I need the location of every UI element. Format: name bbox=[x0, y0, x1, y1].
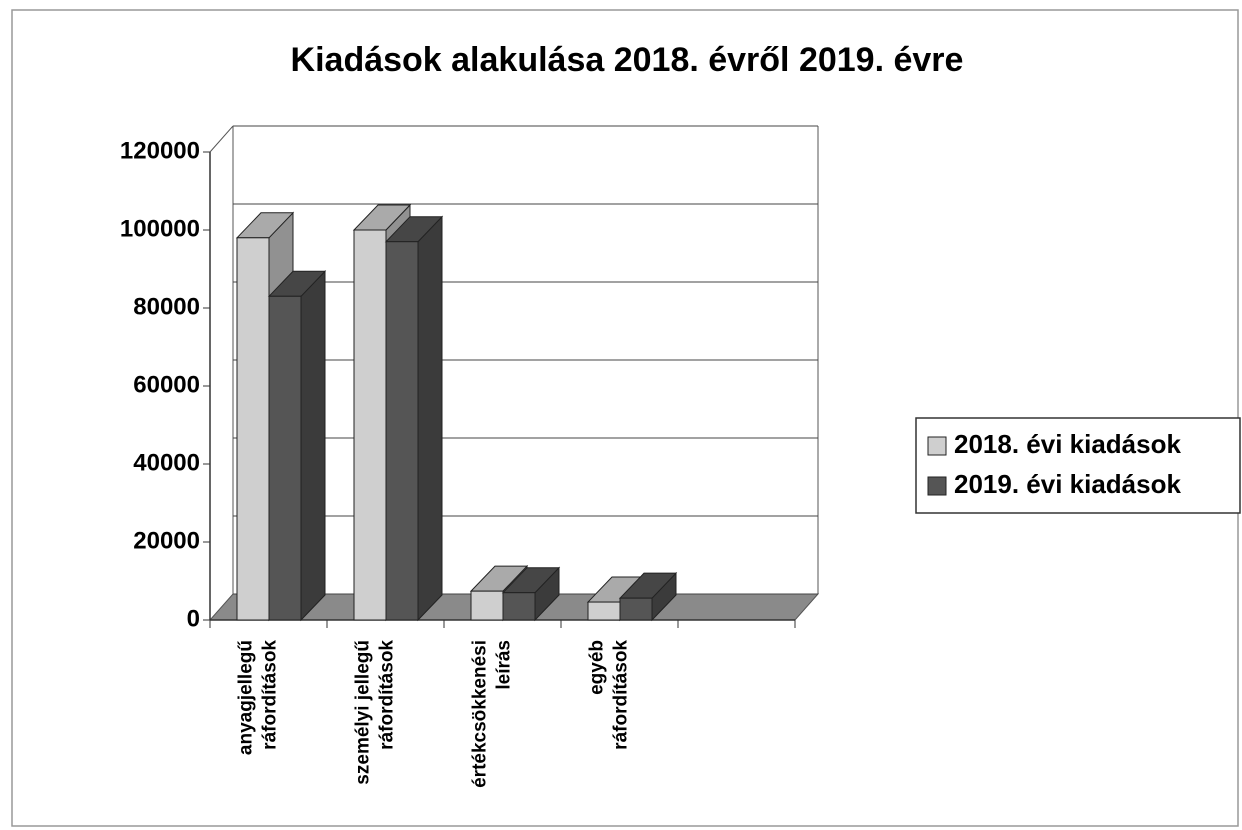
bar-front bbox=[236, 237, 270, 621]
bar-front bbox=[502, 592, 536, 621]
y-tick-label: 60000 bbox=[133, 371, 200, 398]
chart-title: Kiadások alakulása 2018. évről 2019. évr… bbox=[291, 41, 964, 79]
x-tick-label: egyéb ráfordítások bbox=[587, 640, 632, 750]
bar bbox=[618, 571, 678, 622]
y-tick-label: 80000 bbox=[133, 293, 200, 320]
x-tick-label: értékcsökkenési leírás bbox=[470, 640, 515, 788]
x-tick-label-line: anyagjellegű bbox=[236, 640, 257, 755]
legend-box bbox=[915, 417, 1241, 514]
bar-front bbox=[385, 241, 419, 621]
bar bbox=[267, 270, 327, 622]
bar-front bbox=[587, 601, 621, 621]
bar-front bbox=[268, 295, 302, 621]
y-tick-label: 100000 bbox=[120, 215, 200, 242]
legend-label: 2018. évi kiadások bbox=[954, 429, 1181, 459]
x-tick-label: személyi jellegű ráfordítások bbox=[353, 640, 398, 785]
x-tick-label-line: értékcsökkenési bbox=[470, 640, 491, 788]
side-wall-top bbox=[209, 125, 234, 153]
legend-swatch bbox=[927, 436, 947, 456]
bar-front bbox=[353, 229, 387, 621]
bar-side bbox=[417, 215, 443, 622]
y-tick-label: 20000 bbox=[133, 527, 200, 554]
x-tick-label-line: ráfordítások bbox=[377, 640, 398, 750]
bar-front bbox=[470, 590, 504, 621]
x-tick-label-line: személyi jellegű bbox=[353, 640, 374, 785]
bar bbox=[501, 566, 561, 622]
x-tick-label: anyagjellegű ráfordítások bbox=[236, 640, 281, 756]
legend-swatch bbox=[927, 476, 947, 496]
x-tick-label-line: egyéb bbox=[587, 640, 608, 695]
bar-front bbox=[619, 597, 653, 621]
x-tick-label-line: ráfordítások bbox=[611, 640, 632, 750]
y-tick-label: 0 bbox=[187, 605, 200, 632]
legend-label: 2019. évi kiadások bbox=[954, 469, 1181, 499]
x-tick-label-line: ráfordítások bbox=[260, 640, 281, 750]
bar bbox=[384, 215, 444, 622]
y-tick-label: 40000 bbox=[133, 449, 200, 476]
bar-side bbox=[300, 270, 326, 622]
x-tick-label-line: leírás bbox=[494, 640, 515, 690]
y-tick-label: 120000 bbox=[120, 137, 200, 164]
